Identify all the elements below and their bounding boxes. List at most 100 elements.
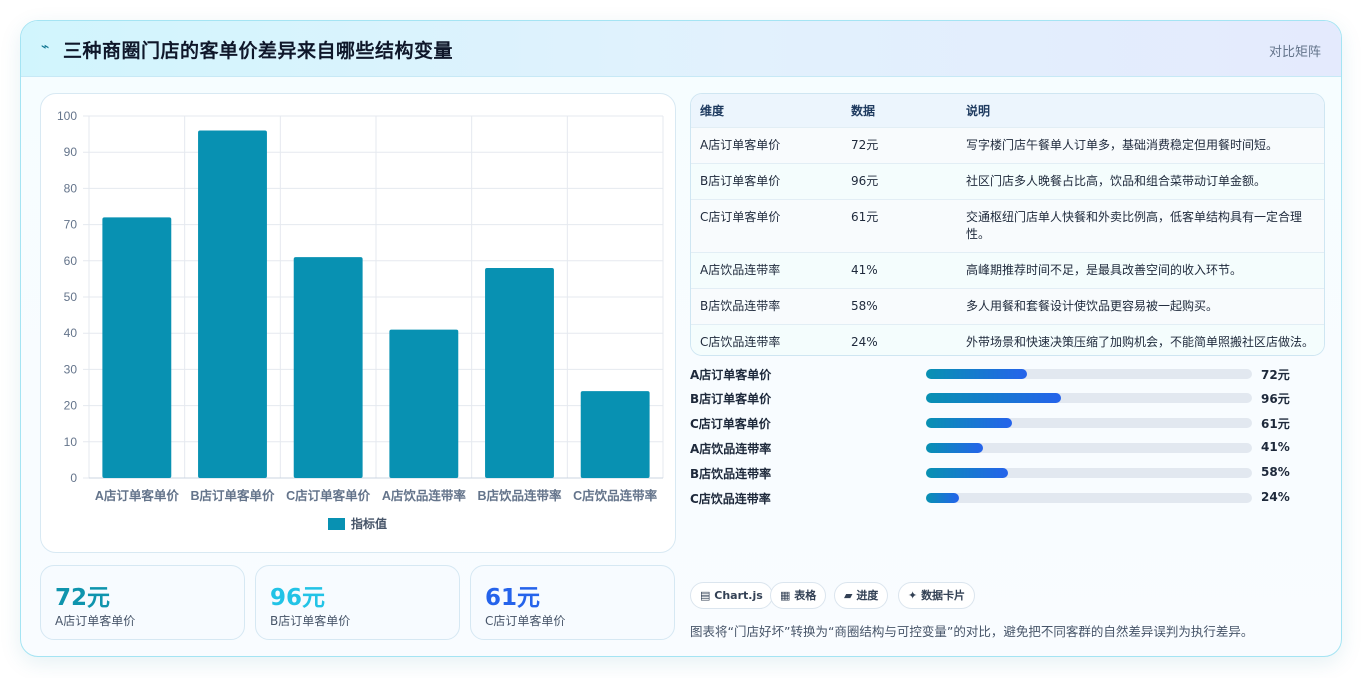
table-row: B店订单客单价 96元 社区门店多人晚餐占比高，饮品和组合菜带动订单金额。 [691, 162, 1324, 199]
progress-fill [926, 393, 1062, 403]
progress-fill [926, 369, 1028, 379]
chip-data-cards[interactable]: ✦ 数据卡片 [898, 582, 976, 609]
chart-bar [580, 391, 650, 478]
legend-label: 指标值 [351, 516, 387, 531]
table-cell: 72元 [842, 126, 957, 163]
progress-track [926, 443, 1252, 453]
progress-value: 58% [1261, 465, 1290, 479]
stat-label: C店订单客单价 [485, 614, 566, 628]
table-icon: ▦ [780, 589, 791, 602]
progress-track [926, 493, 1252, 503]
stat-card-c: 61元 C店订单客单价 [470, 565, 675, 640]
chip-label: 进度 [856, 589, 879, 602]
chart-icon: ▤ [700, 589, 711, 602]
table-cell: 写字楼门店午餐单人订单多，基础消费稳定但用餐时间短。 [957, 126, 1324, 163]
progress-list: A店订单客单价 72元 B店订单客单价 96元 C店订单客单价 61元 A店饮品… [690, 363, 1325, 513]
chip-progress[interactable]: ▰ 进度 [834, 582, 889, 609]
card-icon: ✦ [908, 589, 918, 602]
stat-card-a: 72元 A店订单客单价 [40, 565, 245, 640]
progress-icon: ▰ [844, 589, 853, 602]
table-cell: A店订单客单价 [691, 126, 842, 163]
progress-value: 72元 [1261, 368, 1290, 382]
progress-row: B店饮品连带率 58% [690, 462, 1325, 487]
page-title: 三种商圈门店的客单价差异来自哪些结构变量 [63, 40, 454, 62]
table-cell: 外带场景和快速决策压缩了加购机会，不能简单照搬社区店做法。 [957, 323, 1324, 355]
x-tick-label: B店饮品连带率 [477, 488, 562, 503]
bar-chart-svg: 0 10 20 30 40 50 60 70 80 90 100 A店订单客单价 B店订单客单价 C店订单… [57, 109, 664, 531]
y-tick-label: 20 [64, 399, 78, 413]
header: ⌁ 三种商圈门店的客单价差异来自哪些结构变量 对比矩阵 [21, 21, 1341, 77]
table-header-row: 维度 数据 说明 [691, 94, 1324, 127]
chart-bar [389, 329, 459, 478]
stat-value: 61元 [485, 585, 541, 611]
table-row: B店饮品连带率 58% 多人用餐和套餐设计使饮品更容易被一起购买。 [691, 287, 1324, 324]
table-cell: 多人用餐和套餐设计使饮品更容易被一起购买。 [957, 287, 1324, 324]
y-tick-label: 40 [64, 326, 78, 340]
table-row: A店订单客单价 72元 写字楼门店午餐单人订单多，基础消费稳定但用餐时间短。 [691, 126, 1324, 163]
x-tick-label: B店订单客单价 [190, 488, 275, 503]
progress-track [926, 369, 1252, 379]
progress-label: A店饮品连带率 [690, 442, 772, 456]
progress-label: C店饮品连带率 [690, 492, 771, 506]
progress-fill [926, 468, 1008, 478]
table-cell: 社区门店多人晚餐占比高，饮品和组合菜带动订单金额。 [957, 162, 1324, 199]
chart-bar [102, 217, 172, 479]
x-tick-label: C店饮品连带率 [573, 488, 658, 503]
progress-row: C店饮品连带率 24% [690, 487, 1325, 512]
table-cell: 41% [842, 251, 957, 288]
x-tick-label: A店饮品连带率 [382, 488, 467, 503]
y-tick-label: 10 [64, 435, 78, 449]
y-tick-label: 100 [57, 109, 77, 123]
table-header: 维度 [691, 94, 842, 127]
table-row: C店订单客单价 61元 交通枢纽门店单人快餐和外卖比例高，低客单结构具有一定合理… [691, 198, 1324, 252]
stat-value: 72元 [55, 585, 111, 611]
stat-label: B店订单客单价 [270, 614, 351, 628]
x-tick-label: A店订单客单价 [95, 488, 180, 503]
y-tick-label: 50 [64, 290, 78, 304]
y-tick-label: 0 [70, 471, 77, 485]
progress-value: 24% [1261, 490, 1290, 504]
table-cell: B店订单客单价 [691, 162, 842, 199]
progress-row: B店订单客单价 96元 [690, 387, 1325, 412]
stat-value: 96元 [270, 585, 326, 611]
lightning-icon: ⌁ [41, 39, 50, 55]
progress-value: 61元 [1261, 417, 1290, 431]
stat-label: A店订单客单价 [55, 614, 136, 628]
chip-label: Chart.js [714, 589, 763, 602]
progress-label: B店饮品连带率 [690, 467, 772, 481]
progress-fill [926, 493, 959, 503]
stat-card-b: 96元 B店订单客单价 [255, 565, 460, 640]
chip-label: 表格 [794, 589, 817, 602]
dashboard-card: ⌁ 三种商圈门店的客单价差异来自哪些结构变量 对比矩阵 0 10 20 30 40 50 6… [20, 20, 1342, 657]
progress-row: A店订单客单价 72元 [690, 363, 1325, 388]
chart-bar [198, 130, 267, 479]
chip-chartjs[interactable]: ▤ Chart.js [690, 582, 773, 609]
chip-table[interactable]: ▦ 表格 [770, 582, 827, 609]
y-tick-label: 70 [64, 218, 78, 232]
progress-track [926, 418, 1252, 428]
progress-label: A店订单客单价 [690, 368, 772, 382]
table-cell: 交通枢纽门店单人快餐和外卖比例高，低客单结构具有一定合理性。 [957, 198, 1324, 252]
table-row: C店饮品连带率 24% 外带场景和快速决策压缩了加购机会，不能简单照搬社区店做法… [691, 323, 1324, 355]
y-tick-label: 80 [64, 181, 78, 195]
progress-row: A店饮品连带率 41% [690, 437, 1325, 462]
progress-value: 96元 [1261, 392, 1290, 406]
progress-track [926, 393, 1252, 403]
table-row: A店饮品连带率 41% 高峰期推荐时间不足，是最具改善空间的收入环节。 [691, 251, 1324, 288]
progress-fill [926, 418, 1013, 428]
table-header: 说明 [957, 94, 1324, 127]
y-tick-label: 60 [64, 254, 78, 268]
table-header: 数据 [842, 94, 957, 127]
progress-row: C店订单客单价 61元 [690, 412, 1325, 437]
progress-track [926, 468, 1252, 478]
chart-bar [293, 257, 363, 478]
bar-chart: 0 10 20 30 40 50 60 70 80 90 100 A店订单客单价 B店订单客单价 C店订单… [40, 93, 676, 553]
table-cell: 24% [842, 323, 957, 355]
progress-value: 41% [1261, 440, 1290, 454]
table-cell: C店订单客单价 [691, 198, 842, 252]
table-cell: C店饮品连带率 [691, 323, 842, 355]
table-cell: 高峰期推荐时间不足，是最具改善空间的收入环节。 [957, 251, 1324, 288]
legend-swatch [328, 518, 345, 530]
table-cell: B店饮品连带率 [691, 287, 842, 324]
progress-label: B店订单客单价 [690, 392, 772, 406]
